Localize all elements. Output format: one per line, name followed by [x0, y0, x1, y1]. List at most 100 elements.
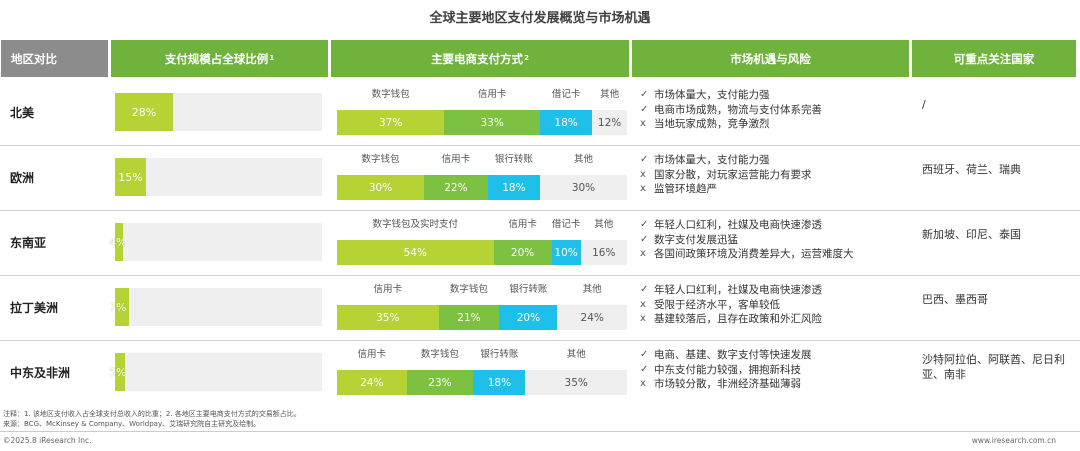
copyright: ©2025.8 iResearch Inc. [3, 436, 92, 445]
payment-method-name: 银行转账 [494, 154, 533, 165]
payment-method-name: 数字钱包 [361, 154, 400, 165]
opportunity-item: ✓ 年轻人口红利，社媒及电商快速渗透 [640, 283, 908, 298]
risk-item: x 当地玩家成熟，竞争激烈 [640, 117, 908, 132]
header-payment-methods: 主要电商支付方式 2 [331, 40, 629, 77]
check-icon: ✓ [640, 349, 649, 360]
risk-item: x 基建较落后，且存在政策和外汇风险 [640, 312, 908, 327]
payment-method-name: 银行转账 [480, 349, 519, 360]
market-note-text: 基建较落后，且存在政策和外汇风险 [654, 313, 822, 325]
header-share: 支付规模占全球比例 1 [111, 40, 328, 77]
region-name: 欧洲 [10, 171, 35, 185]
payment-segment: 33% [444, 110, 540, 135]
focus-countries: 西班牙、荷兰、瑞典 [922, 163, 1021, 176]
header-share-label: 支付规模占全球比例 [164, 51, 269, 66]
payment-method-name: 信用卡 [373, 284, 403, 295]
focus-countries: 沙特阿拉伯、阿联酋、尼日利亚、南非 [922, 353, 1065, 381]
region-row: 东南亚 4% 数字钱包及实时支付 信用卡 借记卡 其他 54% 20% 10% 16% ✓ 年轻人口红… [0, 210, 1080, 275]
share-bar-track: 15% [115, 158, 322, 196]
header-countries-label: 可重点关注国家 [953, 51, 1035, 66]
payment-segment: 23% [406, 370, 474, 395]
market-note-text: 监管环境趋严 [654, 183, 717, 195]
website-url: www.iresearch.com.cn [971, 436, 1056, 445]
payment-segment: 30% [337, 175, 424, 200]
payment-method-labels: 数字钱包 信用卡 银行转账 其他 [337, 151, 627, 165]
share-value-label: 7% [109, 300, 127, 314]
risk-item: x 市场较分散，非洲经济基础薄弱 [640, 377, 908, 392]
header-market-label: 市场机遇与风险 [730, 51, 811, 66]
market-note-text: 市场体量大，支付能力强 [654, 89, 770, 101]
payment-method-bar: 30% 22% 18% 30% [337, 175, 627, 200]
payment-segment: 54% [337, 240, 494, 265]
market-notes: ✓ 市场体量大，支付能力强 ✓ 电商市场成熟，物流与支付体系完善 x 当地玩家成熟，竞争激… [640, 88, 908, 132]
header-region: 地区对比 [1, 40, 108, 77]
opportunity-item: ✓ 电商市场成熟，物流与支付体系完善 [640, 103, 908, 118]
market-note-text: 电商、基建、数字支付等快速发展 [654, 349, 812, 361]
cross-icon: x [640, 118, 646, 129]
row-divider [0, 210, 1080, 211]
payment-segment: 22% [424, 175, 488, 200]
risk-item: x 受限于经济水平，客单较低 [640, 298, 908, 313]
check-icon: ✓ [640, 219, 649, 230]
payment-segment: 18% [487, 175, 540, 200]
check-icon: ✓ [640, 363, 649, 375]
footnote-note: 注释：1. 该地区支付收入占全球支付总收入的比重；2. 各地区主要电商支付方式的… [3, 410, 301, 418]
cross-icon: x [640, 378, 646, 389]
payment-method-name: 银行转账 [509, 284, 548, 295]
payment-method-name: 其他 [582, 284, 602, 295]
region-name: 北美 [10, 106, 35, 120]
market-notes: ✓ 市场体量大，支付能力强 x 国家分散，对玩家运营能力有要求 x 监管环境趋严 [640, 153, 908, 197]
market-note-text: 当地玩家成熟，竞争激烈 [654, 118, 770, 130]
payment-segment: 30% [539, 175, 627, 200]
share-value-label: 4% [109, 235, 127, 249]
market-note-text: 年轻人口红利，社媒及电商快速渗透 [654, 219, 822, 231]
payment-method-name: 信用卡 [441, 154, 471, 165]
footnotes: 注释：1. 该地区支付收入占全球支付总收入的比重；2. 各地区主要电商支付方式的… [3, 410, 301, 429]
share-bar-track: 7% [109, 288, 322, 326]
row-divider [0, 145, 1080, 146]
payment-method-bar: 54% 20% 10% 16% [337, 240, 627, 265]
market-notes: ✓ 电商、基建、数字支付等快速发展 ✓ 中东支付能力较强，拥抱新科技 x 市场较分散，非洲… [640, 348, 908, 392]
payment-segment: 21% [438, 305, 500, 330]
cross-icon: x [640, 248, 646, 259]
share-bar-fill [115, 223, 124, 261]
region-name: 中东及非洲 [10, 366, 71, 380]
payment-segment: 37% [337, 110, 445, 135]
focus-countries: 巴西、墨西哥 [922, 293, 988, 306]
payment-segment: 18% [473, 370, 526, 395]
share-bar-track: 5% [109, 353, 322, 391]
market-note-text: 中东支付能力较强，拥抱新科技 [654, 363, 801, 376]
payment-segment: 35% [337, 305, 439, 330]
payment-method-name: 借记卡 [551, 219, 581, 230]
payment-segment: 18% [539, 110, 593, 135]
opportunity-item: ✓ 中东支付能力较强，拥抱新科技 [640, 363, 908, 378]
opportunity-item: ✓ 市场体量大，支付能力强 [640, 153, 908, 168]
opportunity-item: ✓ 数字支付发展迅猛 [640, 233, 908, 248]
payment-segment: 35% [525, 370, 627, 395]
payment-method-name: 其他 [573, 154, 594, 165]
region-row: 欧洲 15% 数字钱包 信用卡 银行转账 其他 30% 22% 18% 30% ✓ 市场体量大，支付能… [0, 145, 1080, 210]
header-market: 市场机遇与风险 [632, 40, 909, 77]
market-note-text: 电商市场成熟，物流与支付体系完善 [654, 103, 822, 116]
payment-segment: 24% [337, 370, 407, 395]
share-value-label: 28% [131, 105, 157, 119]
opportunity-item: ✓ 年轻人口红利，社媒及电商快速渗透 [640, 218, 908, 233]
payment-method-name: 数字钱包 [449, 284, 488, 295]
focus-countries: 新加坡、印尼、泰国 [922, 228, 1021, 241]
payment-segment: 20% [499, 305, 558, 330]
check-icon: ✓ [640, 89, 649, 100]
payment-method-labels: 信用卡 数字钱包 银行转账 其他 [337, 346, 627, 360]
share-value-label: 5% [109, 365, 127, 379]
check-icon: ✓ [640, 103, 649, 115]
focus-countries: / [922, 98, 926, 111]
share-bar-fill [115, 93, 173, 131]
share-bar-fill [115, 288, 130, 326]
payment-method-name: 其他 [594, 219, 614, 230]
share-bar-track: 4% [109, 223, 322, 261]
payment-method-labels: 数字钱包 信用卡 借记卡 其他 [337, 86, 627, 100]
risk-item: x 监管环境趋严 [640, 182, 908, 197]
payment-method-labels: 信用卡 数字钱包 银行转账 其他 [337, 281, 627, 295]
header-share-footnote-mark: 1 [269, 53, 275, 62]
market-note-text: 市场较分散，非洲经济基础薄弱 [654, 378, 801, 390]
row-divider [0, 275, 1080, 276]
payment-method-bar: 35% 21% 20% 24% [337, 305, 627, 330]
